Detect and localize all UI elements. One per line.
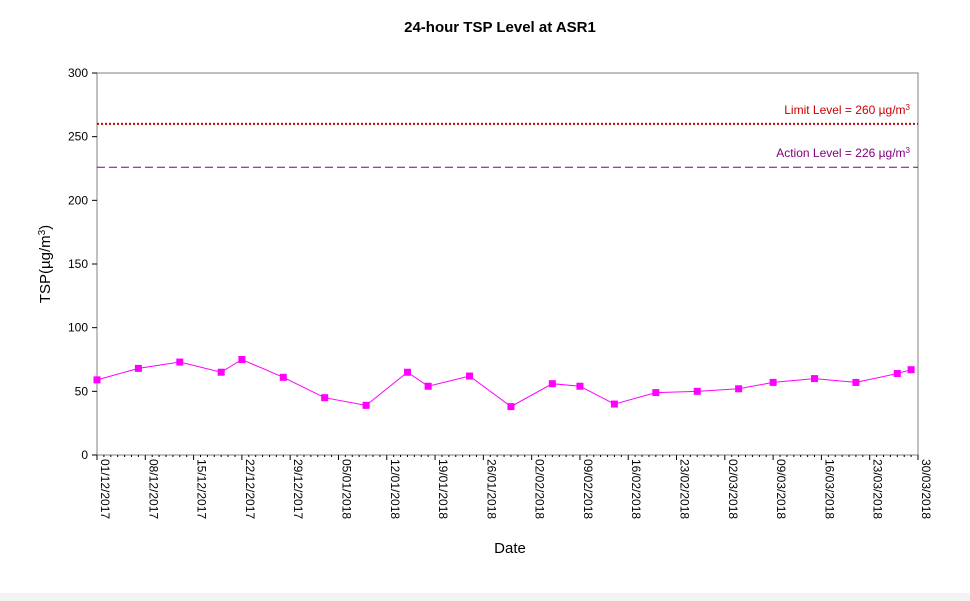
x-tick-label: 02/03/2018 (726, 459, 740, 519)
x-tick-label: 29/12/2017 (291, 459, 305, 519)
data-point-marker (769, 378, 777, 386)
x-tick-label: 01/12/2017 (98, 459, 112, 519)
x-tick-label: 26/01/2018 (484, 459, 498, 519)
x-tick-label: 09/02/2018 (581, 459, 595, 519)
data-point-marker (134, 364, 142, 372)
y-tick-label: 150 (68, 257, 88, 271)
x-tick-label: 15/12/2017 (195, 459, 209, 519)
x-tick-label: 16/03/2018 (822, 459, 836, 519)
x-tick-label: 12/01/2018 (388, 459, 402, 519)
data-point-marker (466, 372, 474, 380)
data-point-marker (610, 400, 618, 408)
data-point-marker (403, 368, 411, 376)
x-tick-label: 02/02/2018 (533, 459, 547, 519)
x-tick-label: 22/12/2017 (243, 459, 257, 519)
y-tick-label: 0 (81, 448, 88, 462)
data-point-marker (217, 368, 225, 376)
y-tick-label: 300 (68, 66, 88, 80)
y-tick-label: 200 (68, 193, 88, 207)
x-axis-label: Date (494, 540, 526, 557)
y-axis: 0 50 100 150 200 250 300 (68, 66, 97, 462)
x-tick-label: 23/03/2018 (871, 459, 885, 519)
reference-line-label: Limit Level = 260 µg/m3 (784, 102, 910, 117)
data-point-marker (652, 389, 660, 397)
y-tick-label: 50 (75, 384, 89, 398)
x-tick-label: 23/02/2018 (678, 459, 692, 519)
data-point-marker (238, 356, 246, 363)
reference-line-label: Action Level = 226 µg/m3 (776, 146, 910, 161)
data-point-marker (852, 378, 860, 386)
x-tick-label: 30/03/2018 (919, 459, 933, 519)
data-point-marker (811, 375, 819, 383)
data-point-marker (907, 366, 915, 374)
data-point-marker (893, 370, 901, 378)
x-tick-label: 05/01/2018 (339, 459, 353, 519)
data-point-marker (735, 385, 743, 393)
x-tick-label: 16/02/2018 (629, 459, 643, 519)
series-group (93, 356, 915, 411)
data-point-marker (321, 394, 329, 402)
x-axis: 01/12/2017 08/12/2017 15/12/2017 22/12/2017… (96, 455, 933, 519)
x-tick-label: 08/12/2017 (146, 459, 160, 519)
bottom-strip (0, 593, 970, 601)
data-point-marker (548, 380, 556, 388)
data-point-marker (576, 382, 584, 390)
data-point-marker (279, 373, 287, 381)
data-point-marker (507, 403, 515, 411)
chart-title: 24-hour TSP Level at ASR1 (404, 19, 596, 36)
data-point-marker (424, 382, 432, 390)
x-tick-label: 09/03/2018 (774, 459, 788, 519)
data-point-marker (362, 401, 370, 409)
y-tick-label: 100 (68, 321, 88, 335)
y-axis-label: TSP(µg/m3) (37, 225, 55, 303)
reference-lines: Limit Level = 260 µg/m3 Action Level = 22… (97, 102, 918, 168)
data-point-marker (693, 387, 701, 395)
plot-area (96, 72, 919, 456)
x-tick-label: 19/01/2018 (436, 459, 450, 519)
data-point-marker (93, 376, 101, 384)
data-point-marker (176, 358, 184, 366)
y-tick-label: 250 (68, 130, 88, 144)
